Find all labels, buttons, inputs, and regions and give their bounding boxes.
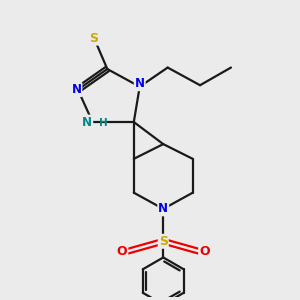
Text: S: S bbox=[90, 32, 99, 45]
Text: H: H bbox=[99, 118, 108, 128]
Text: N: N bbox=[135, 77, 145, 90]
Text: S: S bbox=[159, 235, 168, 248]
Text: O: O bbox=[117, 245, 127, 258]
Text: O: O bbox=[199, 245, 210, 258]
Text: N: N bbox=[82, 116, 92, 128]
Text: N: N bbox=[158, 202, 168, 215]
Text: N: N bbox=[71, 83, 81, 96]
